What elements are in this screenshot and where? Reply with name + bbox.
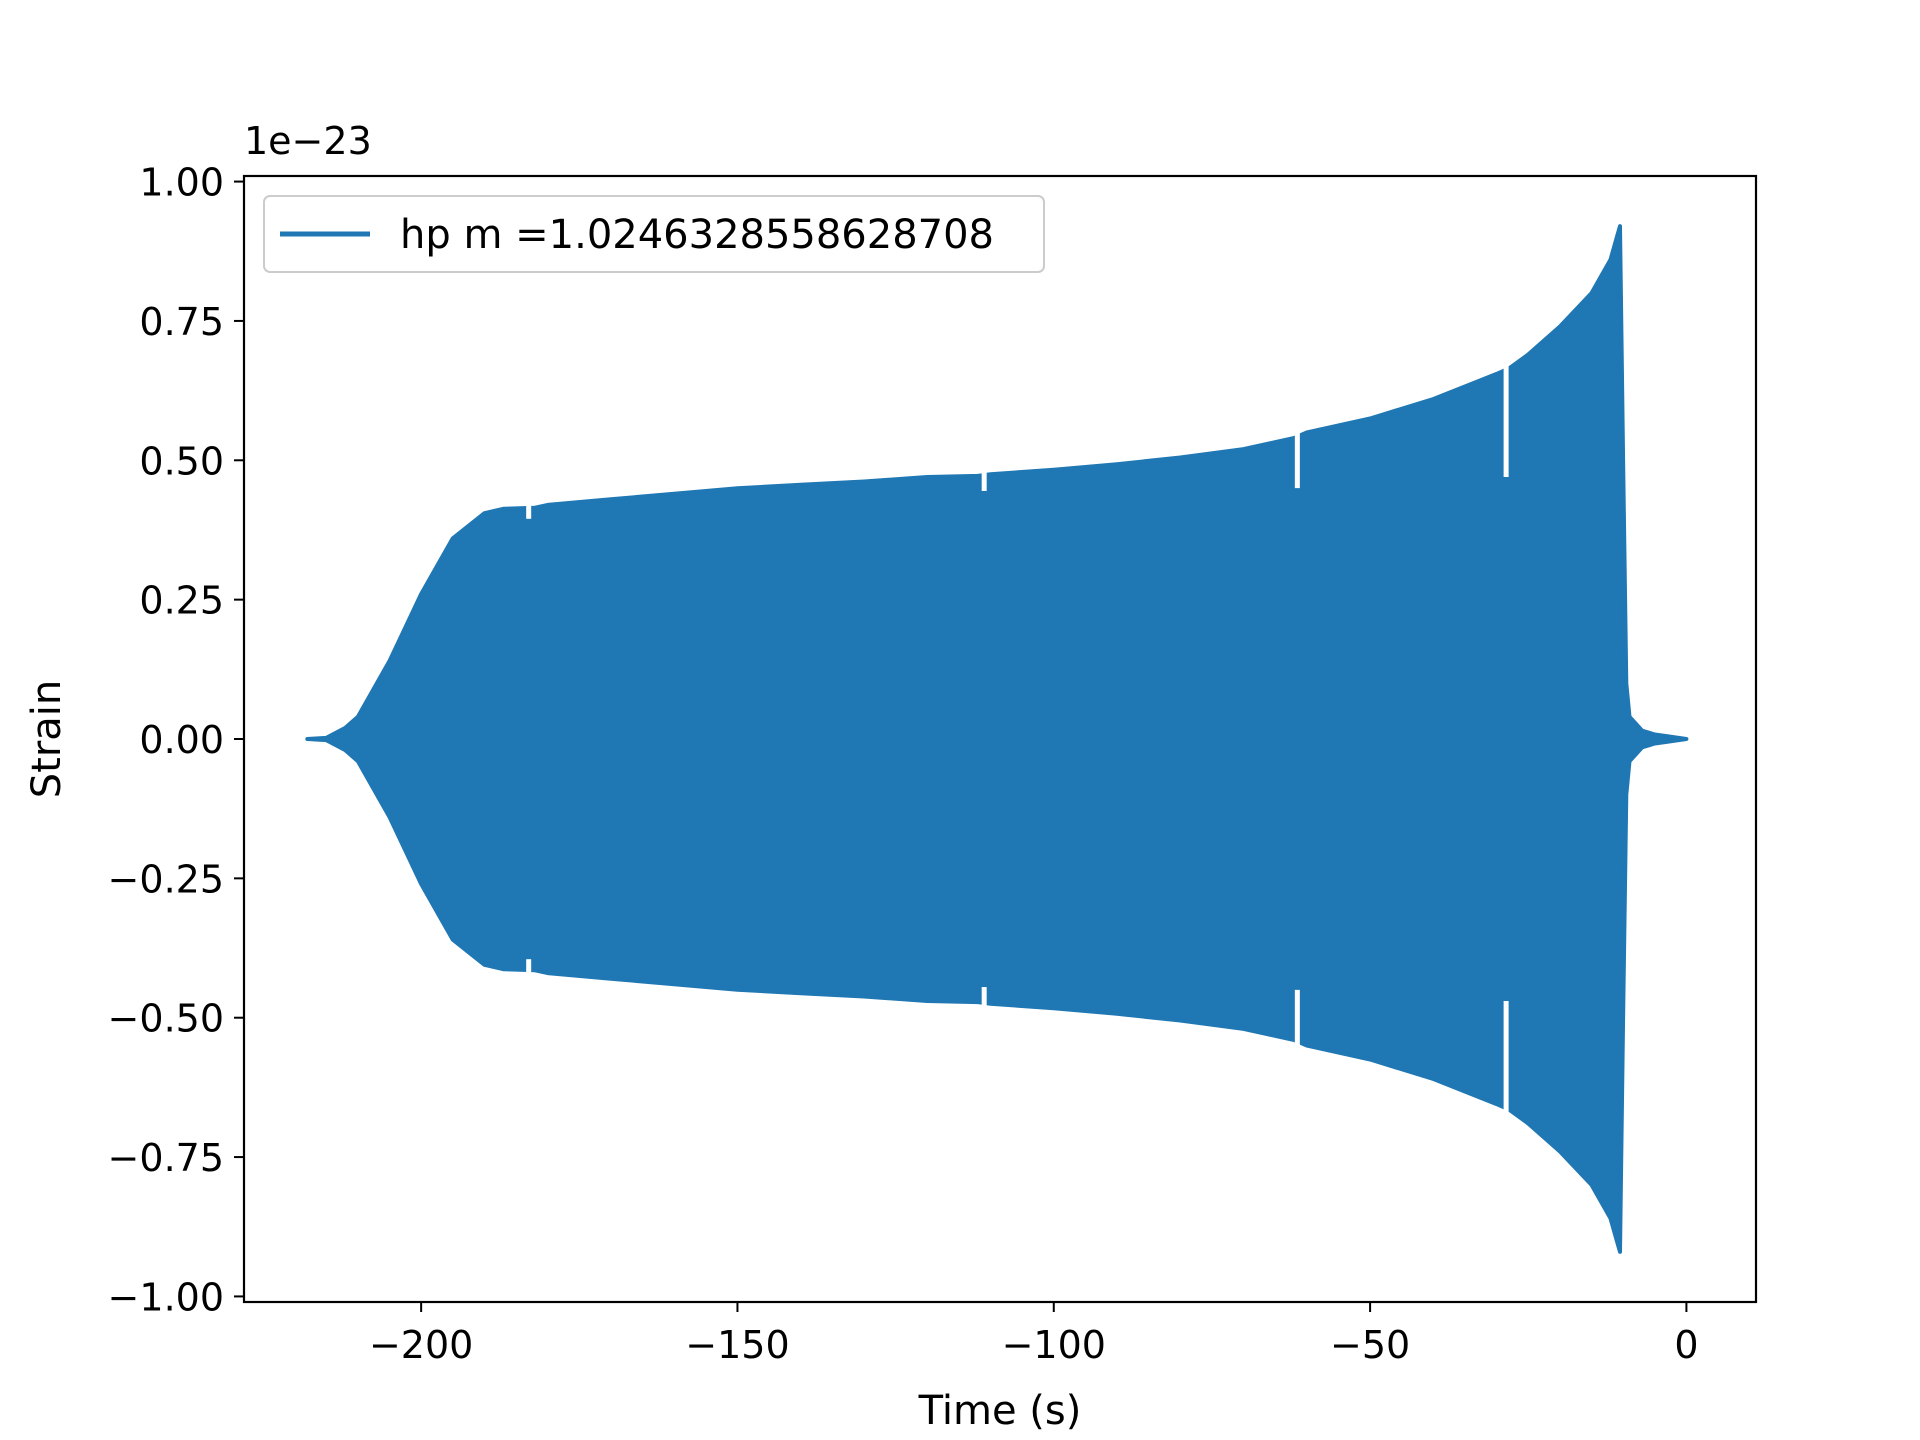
y-tick-label: −0.75 (108, 1136, 224, 1180)
waveform-series (305, 224, 1689, 1254)
x-axis-label: Time (s) (918, 1388, 1082, 1434)
y-tick-label: 0.25 (139, 579, 224, 623)
x-tick-label: 0 (1674, 1323, 1698, 1367)
x-tick-label: −50 (1330, 1323, 1410, 1367)
y-tick-label: 0.00 (139, 718, 224, 762)
x-tick-label: −150 (685, 1323, 789, 1367)
legend-box (263, 195, 1045, 273)
y-tick-label: 1.00 (139, 161, 224, 205)
x-tick-label: −200 (369, 1323, 473, 1367)
y-offset-label: 1e−23 (244, 119, 372, 163)
plot-area: −200 −150 −100 −50 0 1.00 0.75 0.50 0.25 0.00 −0.2… (108, 161, 1758, 1367)
legend: hp m =1.0246328558628708 (263, 195, 1045, 273)
y-tick-label: −0.50 (108, 997, 224, 1041)
legend-label: hp m =1.0246328558628708 (400, 212, 994, 258)
y-tick-label: −0.25 (108, 857, 224, 901)
y-axis-label: Strain (24, 680, 70, 799)
y-tick-label: −1.00 (108, 1275, 224, 1319)
y-tick-label: 0.75 (139, 300, 224, 344)
y-tick-label: 0.50 (139, 439, 224, 483)
x-tick-label: −100 (1002, 1323, 1106, 1367)
